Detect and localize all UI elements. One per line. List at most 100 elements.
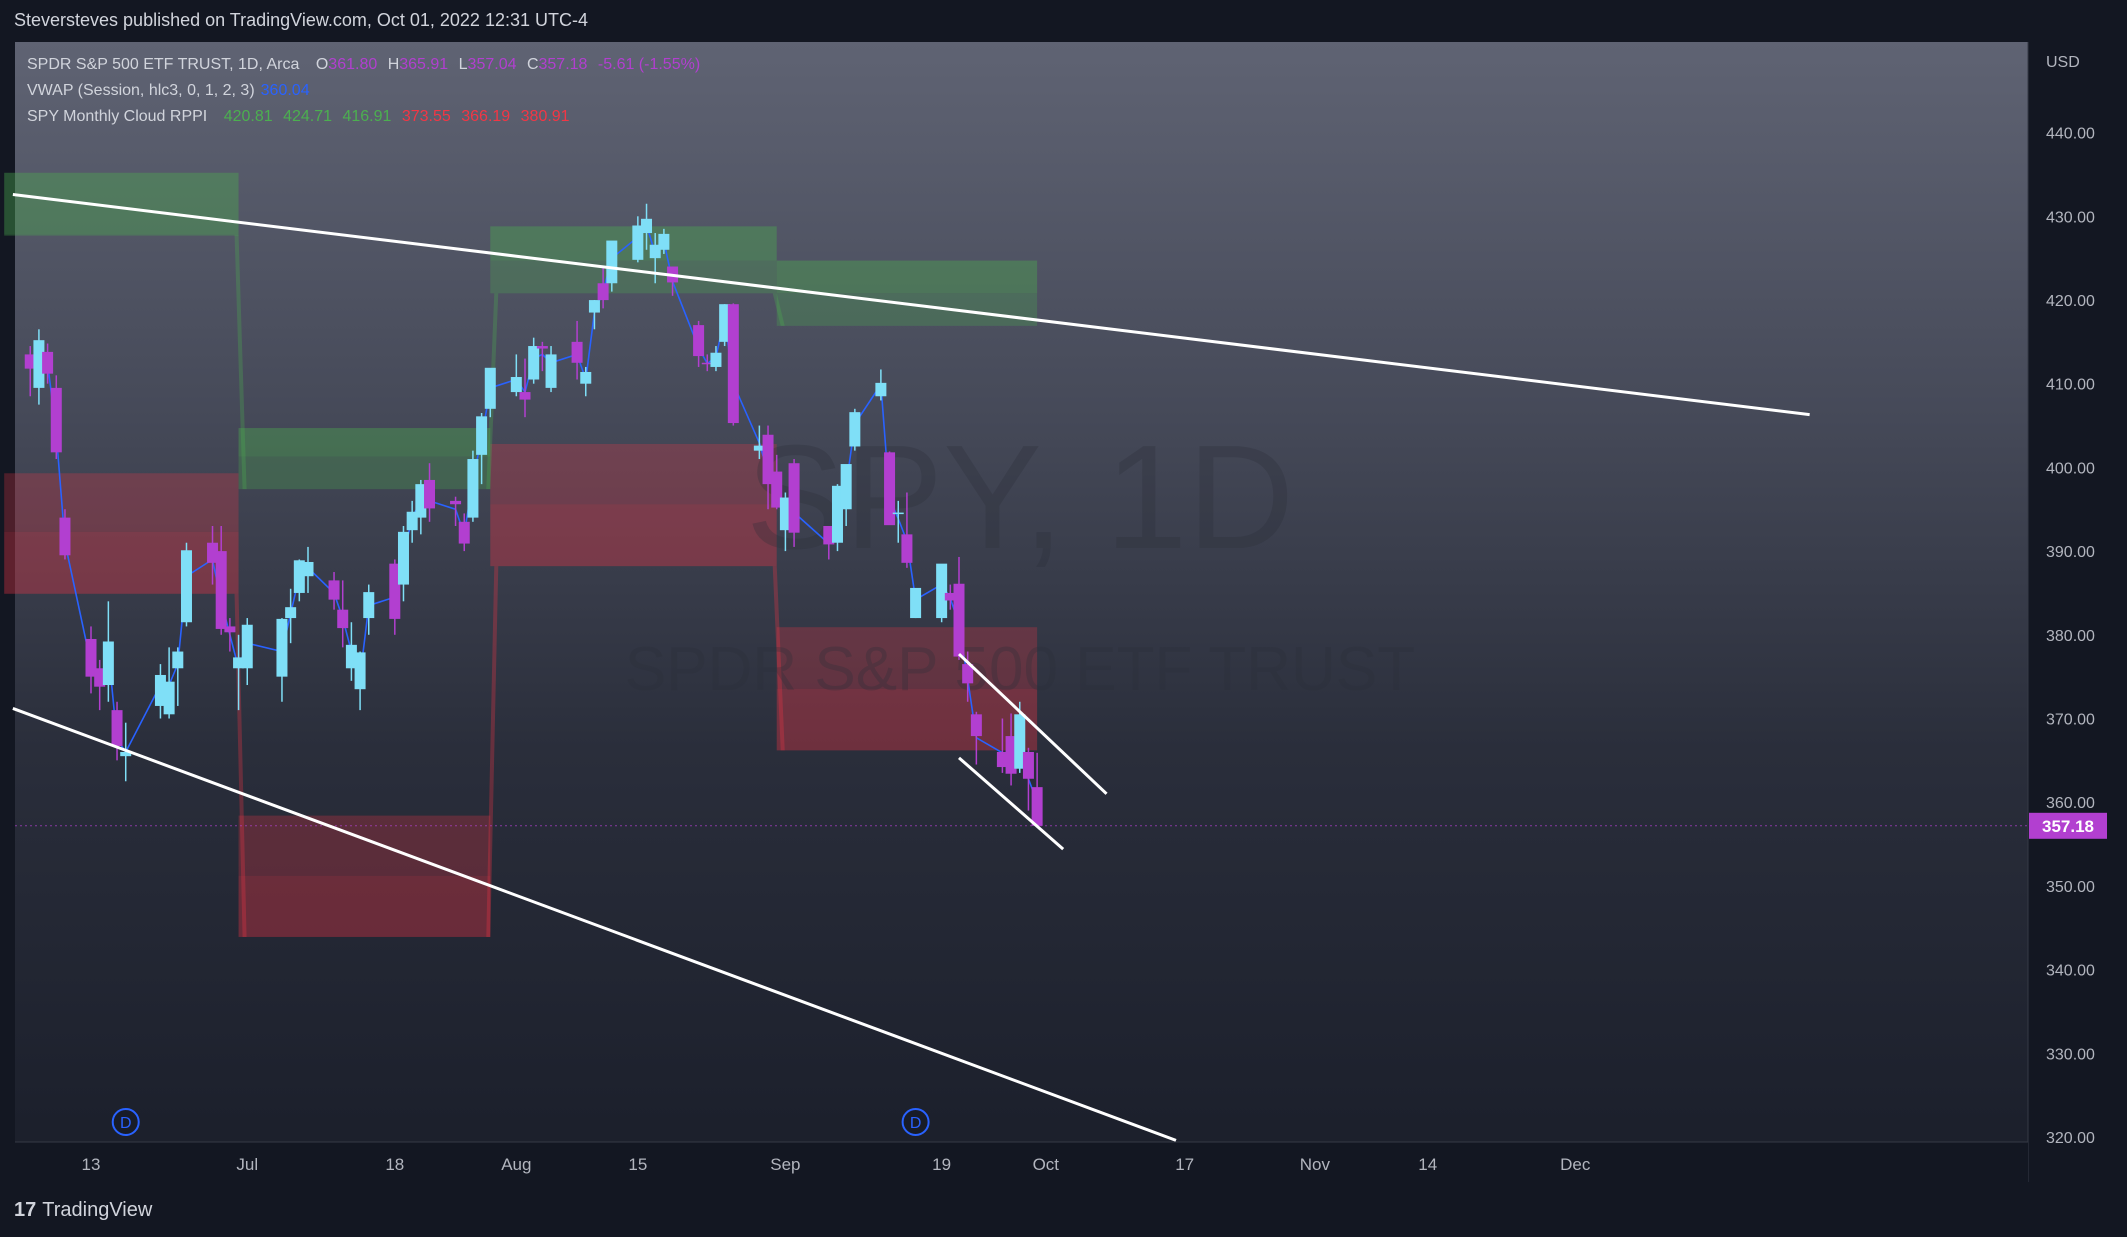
candle-2022-06-16[interactable] <box>112 702 123 761</box>
candle-2022-09-12[interactable] <box>875 369 886 400</box>
price-axis[interactable]: USD 320.00 330.00 340.00 350.00 360.00 370.00… <box>2028 42 2110 1182</box>
candle-2022-08-03[interactable] <box>528 338 539 384</box>
open-label: O <box>316 56 328 73</box>
green-cloud-lower-2 <box>490 261 776 294</box>
time-axis[interactable]: 13 Jul 18 Aug 15 Sep 19 Oct 17 Nov 14 Dec <box>15 1142 2028 1182</box>
candle-body <box>450 501 461 504</box>
last-price-badge-label: 357.18 <box>2042 817 2094 836</box>
candle-body <box>511 377 522 392</box>
red-cloud-upper-1 <box>239 816 491 876</box>
candle-2022-09-13[interactable] <box>884 451 895 525</box>
candle-body <box>303 562 314 576</box>
candle-2022-07-05[interactable] <box>276 618 287 702</box>
candle-body <box>901 534 912 562</box>
price-tick-label: 440.00 <box>2046 126 2095 143</box>
candle-2022-07-15[interactable] <box>363 585 374 635</box>
green-cloud-upper-1 <box>239 428 491 456</box>
candle-body <box>641 219 652 233</box>
time-tick-label: Jul <box>236 1155 258 1174</box>
time-tick-label: Dec <box>1560 1155 1591 1174</box>
trendline-1[interactable] <box>13 708 1176 1140</box>
legend-symbol-name: SPDR S&P 500 ETF TRUST, 1D, Arca <box>27 56 299 73</box>
candle-body <box>112 710 123 746</box>
candle-body <box>693 325 704 356</box>
candle-2022-06-24[interactable] <box>181 543 192 627</box>
time-tick-label: 13 <box>82 1155 101 1174</box>
candle-2022-08-26[interactable] <box>728 303 739 425</box>
dividend-marker-label: D <box>910 1115 922 1132</box>
red-cloud-connector-2 <box>486 566 498 937</box>
dividend-marker-label: D <box>120 1115 132 1132</box>
candle-2022-08-24[interactable] <box>710 346 721 371</box>
candle-2022-07-26[interactable] <box>459 513 470 551</box>
candle-2022-08-22[interactable] <box>693 321 704 367</box>
candle-body <box>51 388 62 452</box>
last-price-badge: 357.18 <box>2029 813 2107 839</box>
trendline-0[interactable] <box>13 195 1810 415</box>
currency-label: USD <box>2046 54 2080 71</box>
candle-2022-08-09[interactable] <box>580 367 591 396</box>
cloud-value-4: 373.55 <box>402 108 451 125</box>
green-cloud-lower-0 <box>4 235 238 236</box>
candle-body <box>658 234 669 250</box>
time-tick-label: Aug <box>501 1155 531 1174</box>
candle-2022-07-27[interactable] <box>467 451 478 522</box>
vwap-value: 360.04 <box>261 82 310 99</box>
candle-body <box>606 241 617 284</box>
candle-body <box>910 588 921 618</box>
tradingview-logo-text: TradingView <box>42 1199 152 1221</box>
cloud-value-3: 416.91 <box>342 108 391 125</box>
legend-symbol-line[interactable]: SPDR S&P 500 ETF TRUST, 1D, Arca O361.80… <box>27 52 700 78</box>
candle-body <box>520 392 531 400</box>
watermark-symbol: SPY, 1D <box>746 415 1295 580</box>
legend-vwap-name: VWAP (Session, hlc3, 0, 1, 2, 3) <box>27 82 255 99</box>
price-tick-label: 370.00 <box>2046 712 2095 729</box>
candle-2022-09-09[interactable] <box>849 409 860 451</box>
tradingview-logo-icon: 17 <box>14 1199 36 1221</box>
time-tick-label: Sep <box>770 1155 800 1174</box>
candle-body <box>1023 752 1034 779</box>
dividend-marker-1[interactable]: D <box>903 1109 929 1135</box>
candle-2022-08-01[interactable] <box>511 354 522 396</box>
candle-2022-08-10[interactable] <box>589 300 600 329</box>
dividend-marker-0[interactable]: D <box>113 1109 139 1135</box>
candle-body <box>355 652 366 689</box>
candle-body <box>841 464 852 509</box>
red-cloud-lower-1 <box>239 876 491 937</box>
legend-cloud-line[interactable]: SPY Monthly Cloud RPPI 420.81 424.71 416… <box>27 104 700 130</box>
price-tick-label: 410.00 <box>2046 377 2095 394</box>
candle-body <box>598 283 609 300</box>
cloud-value-2: 424.71 <box>283 108 332 125</box>
price-tick-label: 330.00 <box>2046 1046 2095 1063</box>
candle-2022-07-01[interactable] <box>242 618 253 685</box>
red-cloud-upper-0 <box>4 473 238 532</box>
candle-2022-09-16[interactable] <box>910 588 921 618</box>
candle-2022-08-08[interactable] <box>572 321 583 380</box>
time-tick-label: 19 <box>932 1155 951 1174</box>
candle-body <box>59 518 70 556</box>
candle-body <box>467 459 478 518</box>
candle-body <box>1032 787 1043 826</box>
candle-2022-07-14[interactable] <box>355 652 366 711</box>
legend-cloud-name: SPY Monthly Cloud RPPI <box>27 108 207 125</box>
candle-body <box>337 610 348 628</box>
candle-body <box>936 564 947 618</box>
candle-body <box>459 522 470 544</box>
candle-body <box>42 352 53 374</box>
candle-body <box>224 626 235 632</box>
time-tick-label: Oct <box>1033 1155 1060 1174</box>
tradingview-logo[interactable]: 17 TradingView <box>14 1199 152 1222</box>
candle-2022-06-09[interactable] <box>51 375 62 459</box>
cloud-value-6: 380.91 <box>521 108 570 125</box>
low-value: 357.04 <box>468 56 517 73</box>
price-tick-label: 350.00 <box>2046 879 2095 896</box>
legend-vwap-line[interactable]: VWAP (Session, hlc3, 0, 1, 2, 3) 360.04 <box>27 78 700 104</box>
candle-2022-08-05[interactable] <box>546 346 557 392</box>
red-cloud-upper-2 <box>490 444 776 504</box>
candle-body <box>789 463 800 532</box>
open-value: 361.80 <box>328 56 377 73</box>
candle-body <box>728 304 739 423</box>
candle-body <box>875 383 886 396</box>
